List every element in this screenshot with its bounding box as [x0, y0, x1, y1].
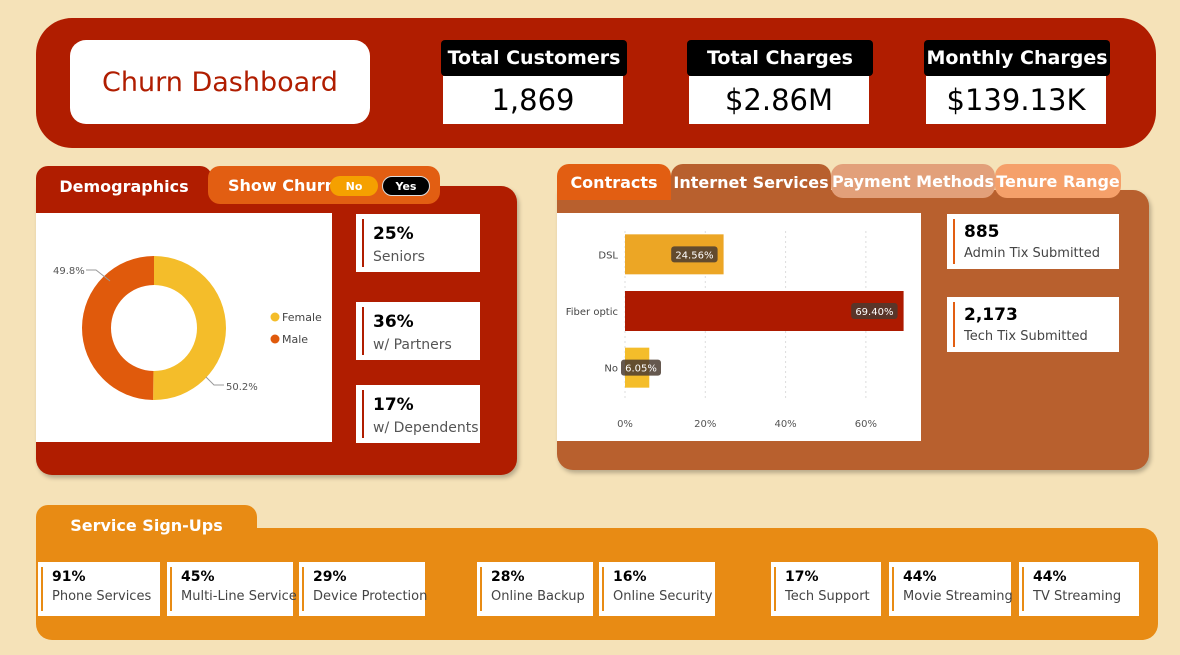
svc-label: Phone Services: [52, 589, 152, 604]
card-accent: [1022, 567, 1024, 611]
male-leader-line: [86, 269, 111, 282]
tech-tix-card: 2,173 Tech Tix Submitted: [947, 297, 1119, 352]
kpi-label: Total Charges: [687, 40, 873, 76]
page-title: Churn Dashboard: [102, 66, 338, 98]
card-accent: [302, 567, 304, 611]
header-banner: Churn Dashboard Total Customers 1,869 To…: [36, 18, 1156, 148]
card-accent: [480, 567, 482, 611]
svc-label: Online Backup: [491, 589, 585, 604]
card-accent: [953, 219, 955, 264]
category-label: Fiber optic: [566, 307, 618, 318]
female-data-label: 50.2%: [226, 382, 258, 393]
kpi-total-customers: Total Customers 1,869: [441, 40, 627, 124]
card-accent: [953, 302, 955, 347]
kpi-monthly-charges: Monthly Charges $139.13K: [924, 40, 1110, 124]
stat-label: Seniors: [373, 249, 425, 265]
kpi-label: Monthly Charges: [924, 40, 1110, 76]
svc-label: Tech Support: [785, 589, 870, 604]
kpi-value: 1,869: [443, 76, 623, 124]
churn-toggle[interactable]: No Yes: [330, 176, 430, 196]
kpi-total-charges: Total Charges $2.86M: [687, 40, 873, 124]
x-tick-label: 20%: [694, 419, 716, 430]
stat-label: w/ Partners: [373, 337, 452, 353]
donut-slice-female[interactable]: [153, 256, 227, 400]
stat-label: w/ Dependents: [373, 420, 479, 436]
kpi-value: $2.86M: [689, 76, 869, 124]
legend-female-marker: [270, 312, 280, 322]
tab-internet-services[interactable]: Internet Services: [671, 164, 831, 200]
card-accent: [41, 567, 43, 611]
svc-card-online-security: 16% Online Security: [599, 562, 715, 616]
stat-value: 36%: [373, 312, 414, 332]
svc-value: 91%: [52, 569, 86, 585]
svc-card-device-protection: 29% Device Protection: [299, 562, 428, 616]
card-accent: [362, 307, 364, 355]
stat-value: 17%: [373, 395, 414, 415]
x-tick-label: 0%: [617, 419, 633, 430]
card-accent: [362, 219, 364, 267]
show-churn-label: Show Churn: [228, 175, 337, 195]
svc-value: 45%: [181, 569, 215, 585]
svc-value: 44%: [1033, 569, 1067, 585]
tab-service-signups[interactable]: Service Sign-Ups: [36, 505, 257, 545]
svc-value: 28%: [491, 569, 525, 585]
kpi-value: $139.13K: [926, 76, 1106, 124]
svc-card-phone: 91% Phone Services: [38, 562, 160, 616]
tix-label: Tech Tix Submitted: [964, 329, 1088, 344]
category-label: No: [604, 364, 618, 375]
female-leader-line: [205, 376, 224, 386]
data-label: 69.40%: [855, 307, 893, 318]
card-accent: [170, 567, 172, 611]
toggle-no-button[interactable]: No: [330, 176, 378, 196]
svc-value: 17%: [785, 569, 819, 585]
stat-card-seniors: 25% Seniors: [356, 214, 480, 272]
data-label: 6.05%: [625, 364, 657, 375]
svc-value: 16%: [613, 569, 647, 585]
x-tick-label: 60%: [855, 419, 877, 430]
category-label: DSL: [598, 250, 618, 261]
admin-tix-card: 885 Admin Tix Submitted: [947, 214, 1119, 269]
svc-label: Movie Streaming: [903, 589, 1013, 604]
data-label-badge: [621, 359, 661, 376]
card-accent: [774, 567, 776, 611]
svc-card-tv-streaming: 44% TV Streaming: [1019, 562, 1139, 616]
svc-card-online-backup: 28% Online Backup: [477, 562, 593, 616]
svc-label: TV Streaming: [1033, 589, 1122, 604]
legend-female-label[interactable]: Female: [282, 311, 322, 324]
svc-label: Multi-Line Service: [181, 589, 297, 604]
data-label-badge: [851, 303, 898, 319]
svc-card-movie-streaming: 44% Movie Streaming: [889, 562, 1013, 616]
legend-male-label[interactable]: Male: [282, 333, 308, 346]
gender-donut-chart: 49.8% 50.2% Female Male: [36, 213, 332, 442]
card-accent: [892, 567, 894, 611]
stat-value: 25%: [373, 224, 414, 244]
svc-card-multiline: 45% Multi-Line Service: [167, 562, 297, 616]
tab-contracts[interactable]: Contracts: [557, 164, 671, 200]
card-accent: [362, 390, 364, 438]
toggle-yes-button[interactable]: Yes: [382, 176, 430, 196]
svc-label: Device Protection: [313, 589, 428, 604]
kpi-label: Total Customers: [441, 40, 627, 76]
card-accent: [602, 567, 604, 611]
male-data-label: 49.8%: [53, 266, 85, 277]
stat-card-dependents: 17% w/ Dependents: [356, 385, 480, 443]
tix-value: 2,173: [964, 305, 1018, 325]
title-card: Churn Dashboard: [70, 40, 370, 124]
tix-value: 885: [964, 222, 1000, 242]
data-label: 24.56%: [675, 250, 713, 261]
data-label-badge: [671, 246, 718, 263]
svc-card-tech-support: 17% Tech Support: [771, 562, 881, 616]
tab-tenure-range[interactable]: Tenure Range: [995, 164, 1121, 198]
legend-male-marker: [270, 334, 280, 344]
tix-label: Admin Tix Submitted: [964, 246, 1101, 261]
svc-value: 29%: [313, 569, 347, 585]
x-tick-label: 40%: [774, 419, 796, 430]
donut-slice-male[interactable]: [82, 256, 154, 400]
tab-demographics[interactable]: Demographics: [36, 166, 212, 206]
stat-card-partners: 36% w/ Partners: [356, 302, 480, 360]
svc-value: 44%: [903, 569, 937, 585]
internet-services-bar-chart: 0% 20% 40% 60% DSL 24.56% Fiber optic 69.40% No 6…: [557, 213, 921, 441]
svc-label: Online Security: [613, 589, 713, 604]
tab-payment-methods[interactable]: Payment Methods: [831, 164, 995, 198]
